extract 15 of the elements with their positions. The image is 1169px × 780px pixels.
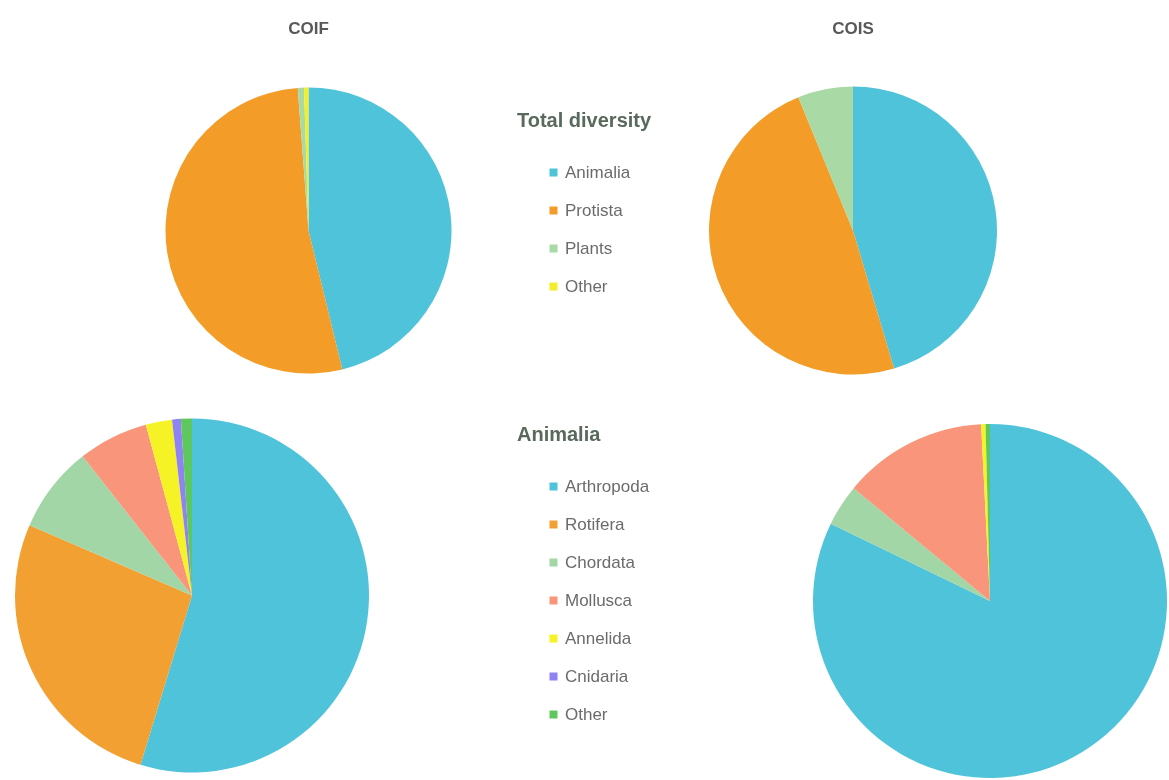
legend-label: Protista [565, 200, 624, 220]
slice-label: COIF [288, 19, 329, 38]
legend-label: Mollusca [565, 590, 633, 610]
legend-title: Total diversity [517, 109, 652, 131]
legend-label: Arthropoda [565, 476, 650, 496]
legend-label: Rotifera [565, 514, 626, 534]
legend-label: Chordata [565, 552, 636, 572]
legend-label: Other [565, 276, 608, 296]
legend-label: Other [565, 704, 608, 724]
legend-label: Cnidaria [565, 666, 629, 686]
legend-label: Annelida [565, 628, 632, 648]
legend-label: Plants [565, 238, 613, 258]
slice-label: COIS [832, 19, 874, 38]
legend-title: Animalia [517, 423, 602, 445]
legend-label: Animalia [565, 162, 631, 182]
